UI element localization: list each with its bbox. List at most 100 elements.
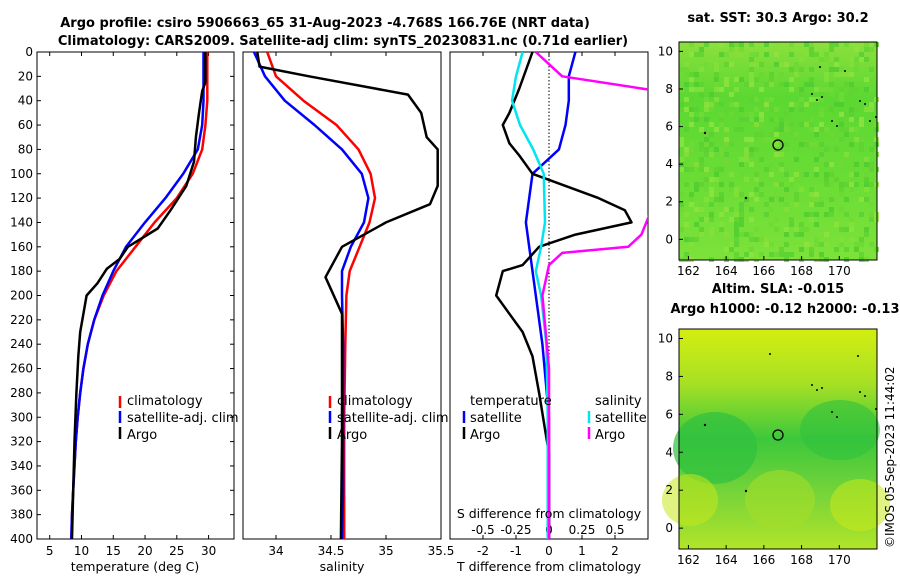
s-tick-label: 0.5 [605, 523, 624, 537]
map-y-tick-label: 4 [665, 157, 673, 171]
map-y-tick-label: 0 [665, 232, 673, 246]
map-y-tick-label: 10 [658, 44, 673, 58]
depth-tick-label: 320 [10, 435, 33, 449]
s-tick-label: -0.25 [500, 523, 531, 537]
sla-argo-position-marker [772, 429, 784, 441]
depth-tick-label: 200 [10, 289, 33, 303]
depth-tick-label: 140 [10, 215, 33, 229]
salinity-xlabel: salinity [320, 559, 365, 574]
series-line-argo [70, 52, 207, 539]
x-tick-label: 30 [201, 544, 216, 558]
depth-tick-label: 40 [18, 94, 33, 108]
depth-tick-label: 160 [10, 240, 33, 254]
temperature-legend: climatology satellite-adj. clim Argo [118, 394, 239, 443]
sst-argo-position-marker [772, 139, 784, 151]
imos-timestamp: ©IMOS 05-Sep-2023 11:44:02 [883, 366, 897, 548]
difference-legend: temperature salinity satellite Argo sate… [462, 394, 647, 443]
depth-tick-label: 80 [18, 142, 33, 156]
depth-tick-label: 220 [10, 313, 33, 327]
map-y-tick-label: 4 [665, 445, 673, 459]
x-tick-label: 15 [106, 544, 121, 558]
map-y-tick-label: 2 [665, 483, 673, 497]
map-x-tick-label: 166 [752, 553, 775, 567]
difference-legend-sal-satellite: satellite [595, 411, 647, 426]
x-tick-label: 35.5 [428, 544, 455, 558]
map-y-tick-label: 6 [665, 120, 673, 134]
map-y-tick-label: 10 [658, 331, 673, 345]
x-tick-label: 20 [137, 544, 152, 558]
depth-tick-label: 280 [10, 386, 33, 400]
x-tick-label: 5 [46, 544, 54, 558]
map-y-tick-label: 0 [665, 521, 673, 535]
depth-tick-label: 240 [10, 337, 33, 351]
series-line-salinity-argo [534, 52, 648, 539]
temperature-legend-satellite: satellite-adj. clim [127, 411, 239, 426]
difference-top-xlabel: S difference from climatology [457, 506, 642, 521]
difference-legend-temp-argo: Argo [470, 428, 500, 443]
depth-tick-label: 260 [10, 362, 33, 376]
depth-tick-label: 380 [10, 508, 33, 522]
x-tick-label: 34 [268, 544, 283, 558]
salinity-panel: 34 34.5 35 35.5 salinity climatology satell… [242, 51, 455, 574]
difference-xlabel: T difference from climatology [456, 559, 642, 574]
temperature-panel: 0204060801001201401601802002202402602803… [10, 45, 648, 574]
depth-tick-label: 100 [10, 167, 33, 181]
difference-legend-temp-satellite: satellite [470, 411, 522, 426]
map-x-tick-label: 164 [715, 553, 738, 567]
figure-title-line1: Argo profile: csiro 5906663_65 31-Aug-20… [60, 16, 590, 31]
salinity-legend-argo: Argo [337, 428, 367, 443]
map-y-tick-label: 8 [665, 82, 673, 96]
series-line-temperature-argo [494, 52, 633, 539]
map-y-tick-label: 8 [665, 369, 673, 383]
figure-title-line2: Climatology: CARS2009. Satellite-adj cli… [58, 34, 628, 49]
map-y-tick-label: 2 [665, 195, 673, 209]
difference-legend-salinity: salinity [595, 394, 642, 409]
difference-legend-temperature: temperature [470, 394, 552, 409]
difference-panel: -2 -1 0 1 2 -0.5 -0.25 0 0.25 0.5 T difference f… [449, 51, 649, 574]
series-line-argo [256, 52, 439, 539]
x-tick-label: 25 [169, 544, 184, 558]
map-x-tick-label: 162 [677, 553, 700, 567]
salinity-legend-satellite: satellite-adj. clim [337, 411, 449, 426]
x-tick-label: -1 [510, 544, 522, 558]
map-x-tick-label: 170 [828, 264, 851, 278]
depth-tick-label: 0 [25, 45, 33, 59]
difference-legend-sal-argo: Argo [595, 428, 625, 443]
series-line-climatology [266, 52, 377, 539]
map-x-tick-label: 168 [790, 264, 813, 278]
sla-map: Altim. SLA: -0.015 Argo h1000: -0.12 h20… [658, 282, 900, 567]
s-tick-label: -0.5 [471, 523, 494, 537]
depth-tick-label: 360 [10, 483, 33, 497]
depth-tick-label: 120 [10, 191, 33, 205]
map-x-tick-label: 162 [677, 264, 700, 278]
series-line-temperature-satellite [524, 52, 577, 539]
depth-tick-label: 180 [10, 264, 33, 278]
x-tick-label: 10 [74, 544, 89, 558]
map-y-tick-label: 6 [665, 407, 673, 421]
depth-tick-label: 340 [10, 459, 33, 473]
temperature-xlabel: temperature (deg C) [71, 559, 200, 574]
map-x-tick-label: 166 [752, 264, 775, 278]
sst-map-title: sat. SST: 30.3 Argo: 30.2 [687, 11, 868, 26]
x-tick-label: 1 [578, 544, 586, 558]
x-tick-label: 35 [378, 544, 393, 558]
sst-map: sat. SST: 30.3 Argo: 30.2 162 164 166 168 17… [658, 11, 879, 278]
x-tick-label: -2 [477, 544, 489, 558]
salinity-legend-climatology: climatology [337, 394, 413, 409]
depth-tick-label: 60 [18, 118, 33, 132]
map-x-tick-label: 164 [715, 264, 738, 278]
sst-coastline-islands [703, 66, 877, 200]
s-tick-label: 0.25 [569, 523, 596, 537]
temperature-legend-climatology: climatology [127, 394, 203, 409]
x-tick-label: 0 [545, 544, 553, 558]
x-tick-label: 2 [611, 544, 619, 558]
map-x-tick-label: 168 [790, 553, 813, 567]
temperature-legend-argo: Argo [127, 428, 157, 443]
sla-coastline-islands [703, 353, 877, 493]
sla-map-subtitle: Argo h1000: -0.12 h2000: -0.13 [670, 302, 899, 317]
depth-tick-label: 300 [10, 410, 33, 424]
salinity-legend: climatology satellite-adj. clim Argo [328, 394, 449, 443]
x-tick-label: 34.5 [318, 544, 345, 558]
depth-tick-label: 20 [18, 69, 33, 83]
